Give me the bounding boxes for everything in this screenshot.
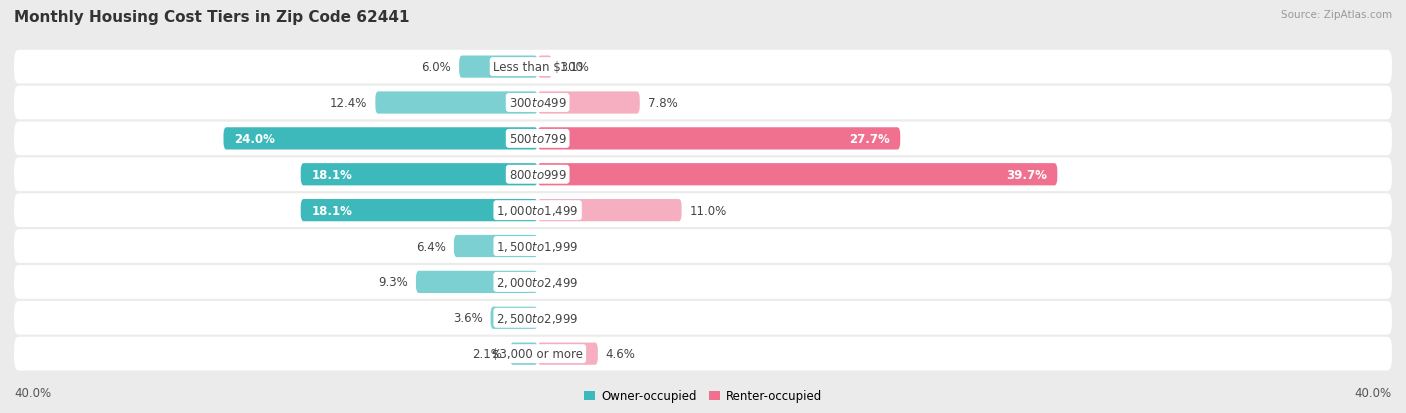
Text: $500 to $799: $500 to $799 [509,133,567,145]
Text: 6.4%: 6.4% [416,240,446,253]
FancyBboxPatch shape [460,56,537,78]
FancyBboxPatch shape [301,164,537,186]
FancyBboxPatch shape [537,92,640,114]
Text: 6.0%: 6.0% [422,61,451,74]
Text: Less than $300: Less than $300 [492,61,582,74]
Text: Monthly Housing Cost Tiers in Zip Code 62441: Monthly Housing Cost Tiers in Zip Code 6… [14,10,409,25]
FancyBboxPatch shape [537,199,682,222]
Text: 9.3%: 9.3% [378,276,408,289]
FancyBboxPatch shape [491,307,537,329]
Text: 4.6%: 4.6% [606,347,636,360]
Text: 7.8%: 7.8% [648,97,678,110]
FancyBboxPatch shape [14,86,1392,120]
FancyBboxPatch shape [510,343,537,365]
Text: 18.1%: 18.1% [311,169,352,181]
Text: 27.7%: 27.7% [849,133,890,145]
Text: 24.0%: 24.0% [233,133,274,145]
FancyBboxPatch shape [537,343,598,365]
FancyBboxPatch shape [224,128,537,150]
Text: $2,000 to $2,499: $2,000 to $2,499 [496,275,579,289]
FancyBboxPatch shape [14,266,1392,299]
Text: 11.0%: 11.0% [689,204,727,217]
Text: 39.7%: 39.7% [1005,169,1047,181]
FancyBboxPatch shape [375,92,537,114]
FancyBboxPatch shape [14,158,1392,192]
FancyBboxPatch shape [14,51,1392,84]
Text: 2.1%: 2.1% [472,347,502,360]
Text: 40.0%: 40.0% [1355,386,1392,399]
FancyBboxPatch shape [537,56,553,78]
Text: 1.1%: 1.1% [560,61,589,74]
Text: $300 to $499: $300 to $499 [509,97,567,110]
Text: $2,500 to $2,999: $2,500 to $2,999 [496,311,579,325]
Text: $800 to $999: $800 to $999 [509,169,567,181]
FancyBboxPatch shape [14,337,1392,370]
Text: $3,000 or more: $3,000 or more [492,347,583,360]
Text: 12.4%: 12.4% [330,97,367,110]
Text: 40.0%: 40.0% [14,386,51,399]
Legend: Owner-occupied, Renter-occupied: Owner-occupied, Renter-occupied [579,385,827,407]
Text: 18.1%: 18.1% [311,204,352,217]
FancyBboxPatch shape [14,301,1392,335]
FancyBboxPatch shape [14,122,1392,156]
FancyBboxPatch shape [537,164,1057,186]
FancyBboxPatch shape [14,230,1392,263]
FancyBboxPatch shape [14,194,1392,228]
FancyBboxPatch shape [537,128,900,150]
Text: $1,000 to $1,499: $1,000 to $1,499 [496,204,579,218]
Text: $1,500 to $1,999: $1,500 to $1,999 [496,240,579,254]
FancyBboxPatch shape [416,271,537,293]
FancyBboxPatch shape [454,235,537,258]
Text: Source: ZipAtlas.com: Source: ZipAtlas.com [1281,10,1392,20]
FancyBboxPatch shape [301,199,537,222]
Text: 3.6%: 3.6% [453,311,482,325]
